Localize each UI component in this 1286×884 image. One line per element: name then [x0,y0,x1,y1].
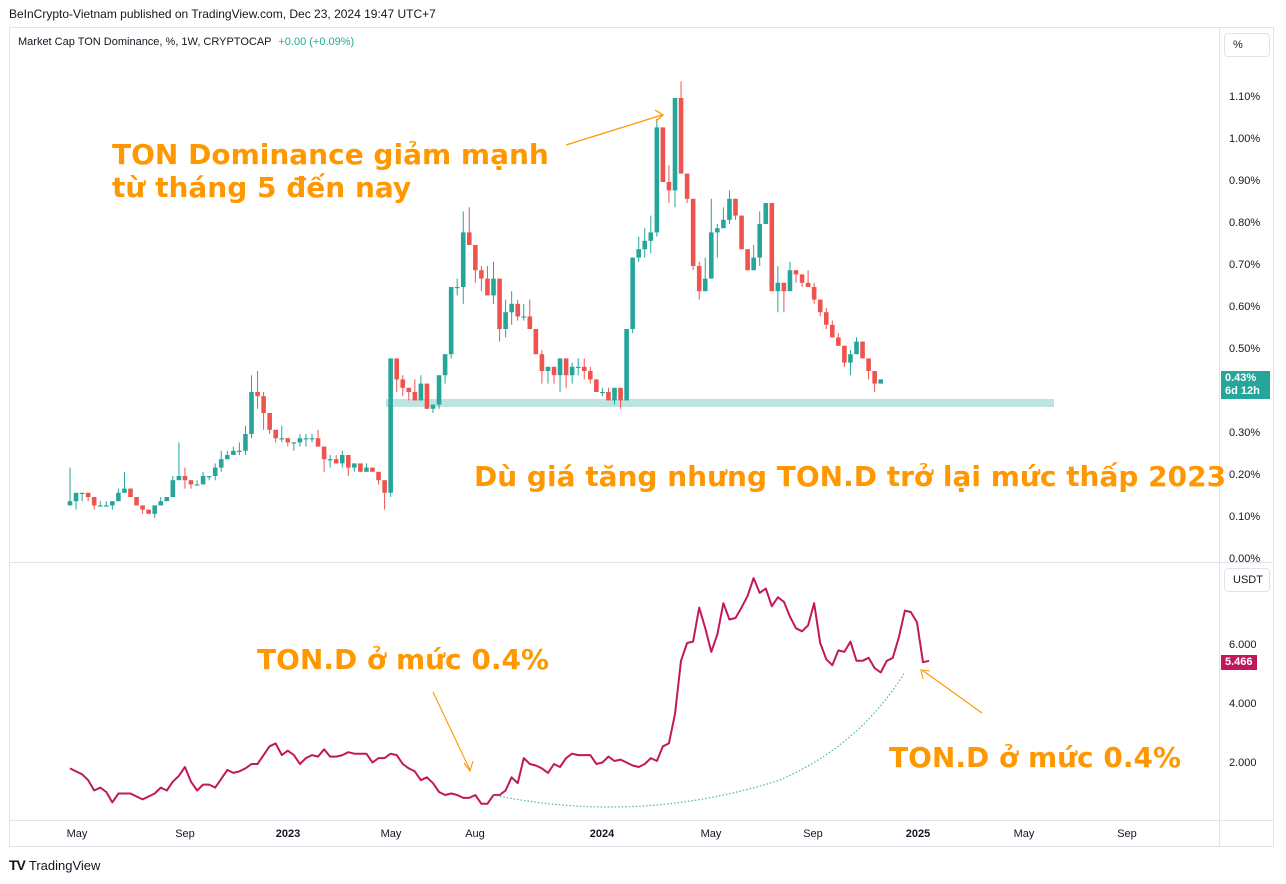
time-tick-label: May [66,828,88,840]
time-tick-label: 2024 [589,828,615,840]
price-tick-label: 0.70% [1229,259,1261,271]
price-tick-label: 0.20% [1229,469,1261,481]
price-line-series [69,577,930,805]
annotation-support-note: Dù giá tăng nhưng TON.D trở lại mức thấp… [474,460,1227,493]
lower-tick-label: 2.000 [1229,757,1257,769]
support-zone [386,399,1054,407]
time-axis-divider [10,820,1273,821]
published-caption: BeInCrypto-Vietnam published on TradingV… [9,7,436,21]
time-tick-label: May [380,828,402,840]
annotation-arrow-lower-left [432,691,474,773]
candlestick-series [67,81,883,518]
price-tick-label: 0.80% [1229,217,1261,229]
pane-divider[interactable] [10,562,1273,563]
series-legend[interactable]: Market Cap TON Dominance, %, 1W, CRYPTOC… [18,36,354,48]
tradingview-logo-icon: TV [9,857,26,873]
price-tick-label: 0.50% [1229,343,1261,355]
price-tick-label: 0.60% [1229,301,1261,313]
footer-branding[interactable]: TV TradingView [9,857,100,873]
time-tick-label: Aug [465,828,485,840]
annotation-title-line1: TON Dominance giảm mạnh [112,138,549,171]
time-tick-label: May [700,828,722,840]
price-unit-button[interactable]: % [1224,33,1270,57]
last-price-tag: 0.43% 6d 12h [1221,371,1270,399]
time-tick-label: Sep [803,828,823,840]
annotation-title: TON Dominance giảm mạnh từ tháng 5 đến n… [112,138,549,204]
price-tick-label: 1.00% [1229,133,1261,145]
last-price-value: 0.43% [1225,372,1257,384]
bar-countdown: 6d 12h [1225,385,1260,397]
time-tick-label: Sep [175,828,195,840]
chart-frame[interactable] [9,27,1274,847]
price-tick-label: 0.90% [1229,175,1261,187]
legend-symbol: Market Cap TON Dominance, %, 1W, CRYPTOC… [18,36,272,48]
legend-change: +0.00 (+0.09%) [278,36,355,48]
price-tick-label: 0.30% [1229,427,1261,439]
annotation-lower-right: TON.D ở mức 0.4% [889,741,1182,774]
time-tick-label: Sep [1117,828,1137,840]
price-tick-label: 0.10% [1229,511,1261,523]
time-tick-label: 2023 [275,828,301,840]
lower-last-price-tag: 5.466 [1221,655,1257,670]
footer-brand-name: TradingView [28,857,101,873]
price-tick-label: 1.10% [1229,91,1261,103]
lower-tick-label: 4.000 [1229,698,1257,710]
lower-tick-label: 6.000 [1229,639,1257,651]
dotted-arc [492,671,906,808]
annotation-lower-left: TON.D ở mức 0.4% [257,643,550,676]
annotation-title-line2: từ tháng 5 đến nay [112,171,412,204]
price-scale-divider [1219,28,1220,846]
price-tick-label: 0.00% [1229,553,1261,565]
annotation-arrow-lower-right [920,669,983,714]
lower-unit-button[interactable]: USDT [1224,568,1270,592]
time-tick-label: 2025 [905,828,931,840]
time-tick-label: May [1013,828,1035,840]
annotation-arrow-top [565,109,665,146]
